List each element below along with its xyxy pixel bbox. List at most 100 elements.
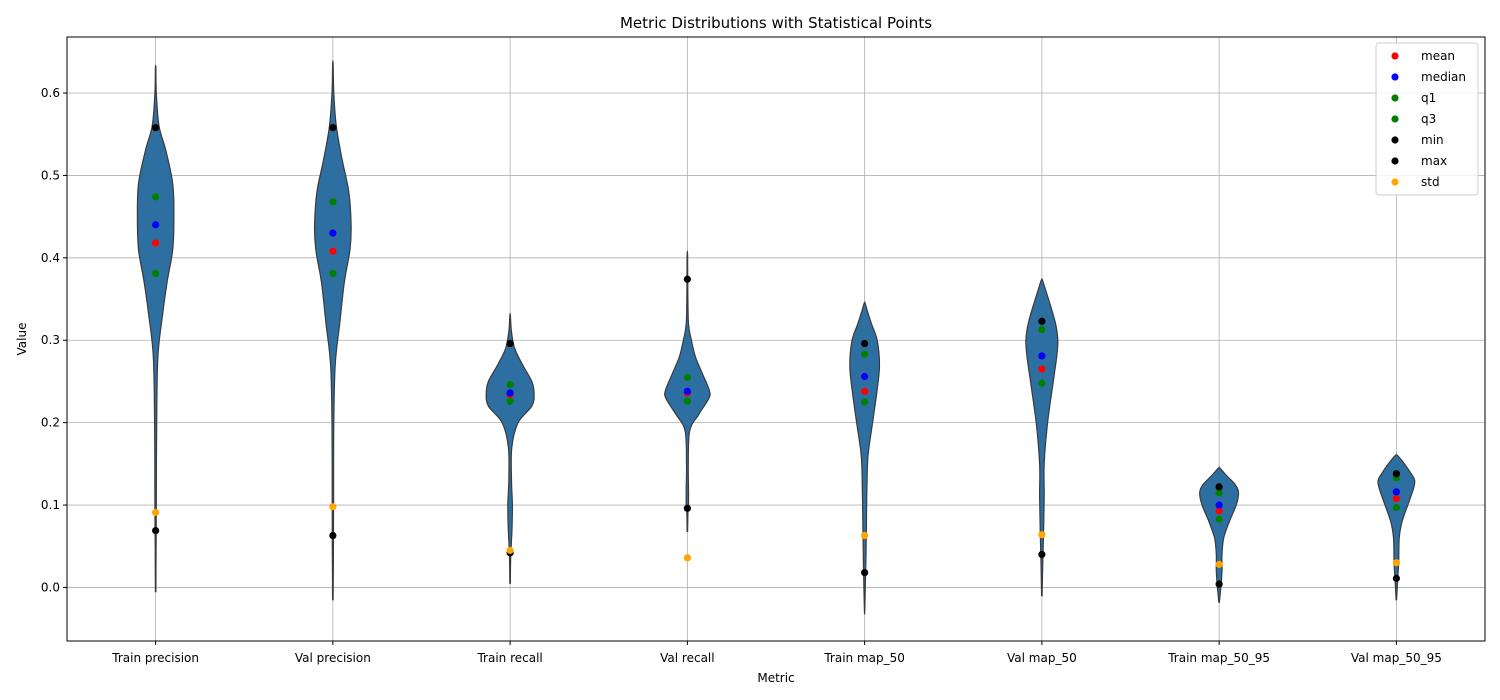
point-median bbox=[329, 229, 337, 237]
point-q3 bbox=[1038, 325, 1046, 334]
y-tick-label: 0.4 bbox=[41, 251, 60, 265]
y-tick-label: 0.2 bbox=[41, 416, 60, 430]
violin-val-map_50_95 bbox=[1377, 453, 1416, 601]
legend-label-q1: q1 bbox=[1421, 91, 1436, 105]
point-max bbox=[1215, 483, 1223, 491]
point-mean bbox=[152, 239, 160, 247]
point-std bbox=[1215, 560, 1223, 568]
x-tick-label: Val map_50_95 bbox=[1351, 651, 1442, 665]
point-median bbox=[506, 389, 514, 397]
point-std bbox=[1038, 531, 1046, 539]
legend-marker-q3 bbox=[1391, 115, 1399, 123]
point-min bbox=[1215, 580, 1223, 588]
legend-label-mean: mean bbox=[1421, 49, 1455, 63]
legend-marker-std bbox=[1391, 178, 1399, 186]
point-q3 bbox=[329, 198, 337, 206]
legend-label-std: std bbox=[1421, 175, 1440, 189]
legend-label-q3: q3 bbox=[1421, 112, 1436, 126]
y-tick-label: 0.6 bbox=[41, 86, 60, 100]
x-axis-label: Metric bbox=[757, 671, 794, 685]
y-tick-label: 0.5 bbox=[41, 168, 60, 182]
x-tick-label: Train precision bbox=[111, 651, 199, 665]
x-axis-ticks: Train precision Val precision Train recall… bbox=[111, 641, 1442, 665]
point-std bbox=[506, 546, 514, 554]
point-mean bbox=[329, 247, 337, 255]
point-median bbox=[152, 221, 160, 229]
x-tick-label: Train recall bbox=[476, 651, 542, 665]
legend-label-min: min bbox=[1421, 133, 1444, 147]
x-tick-label: Val precision bbox=[295, 651, 371, 665]
legend-label-max: max bbox=[1421, 154, 1447, 168]
point-max bbox=[152, 124, 160, 132]
y-tick-label: 0.1 bbox=[41, 498, 60, 512]
point-mean bbox=[861, 387, 869, 395]
legend-marker-median bbox=[1391, 73, 1399, 81]
point-std bbox=[861, 531, 869, 540]
point-min bbox=[1038, 550, 1046, 559]
point-min bbox=[861, 569, 869, 577]
point-q1 bbox=[861, 398, 869, 406]
legend-marker-q1 bbox=[1391, 94, 1399, 102]
x-tick-label: Val map_50 bbox=[1007, 651, 1077, 665]
point-min bbox=[683, 504, 691, 512]
point-q3 bbox=[152, 193, 160, 201]
point-q1 bbox=[683, 397, 691, 405]
grid-lines bbox=[67, 37, 1485, 641]
point-std bbox=[329, 503, 337, 511]
point-mean bbox=[1215, 507, 1223, 515]
plot-frame bbox=[66, 36, 1486, 642]
violin-train-map_50 bbox=[849, 301, 881, 615]
point-min bbox=[329, 531, 337, 540]
point-std bbox=[1392, 559, 1400, 567]
point-max bbox=[506, 339, 514, 348]
point-max bbox=[1038, 317, 1046, 325]
point-q1 bbox=[1215, 515, 1223, 523]
point-median bbox=[683, 387, 691, 395]
point-q3 bbox=[506, 381, 514, 389]
point-q1 bbox=[1392, 503, 1400, 512]
x-tick-label: Val recall bbox=[660, 651, 714, 665]
point-q3 bbox=[861, 350, 869, 358]
legend-marker-max bbox=[1391, 157, 1399, 165]
point-q1 bbox=[1038, 379, 1046, 387]
y-axis-ticks: 0.0 0.1 0.2 0.3 0.4 0.5 0.6 bbox=[41, 86, 67, 594]
violins bbox=[136, 59, 1416, 615]
violin-train-precision bbox=[136, 64, 175, 593]
point-min bbox=[1392, 574, 1400, 582]
legend-marker-min bbox=[1391, 136, 1399, 144]
y-tick-label: 0.0 bbox=[41, 580, 60, 594]
x-tick-label: Train map_50_95 bbox=[1167, 651, 1270, 665]
x-tick-label: Train map_50 bbox=[823, 651, 905, 665]
point-median bbox=[1038, 352, 1046, 360]
point-min bbox=[152, 526, 160, 535]
point-q3 bbox=[683, 373, 691, 381]
point-max bbox=[329, 124, 337, 132]
legend-marker-mean bbox=[1391, 52, 1399, 60]
point-median bbox=[1215, 501, 1223, 509]
point-median bbox=[861, 372, 869, 381]
point-max bbox=[861, 339, 869, 348]
point-q1 bbox=[506, 397, 514, 405]
point-max bbox=[1392, 470, 1400, 478]
point-mean bbox=[1038, 365, 1046, 373]
violin-train-recall bbox=[485, 312, 535, 584]
point-q3 bbox=[1215, 489, 1223, 497]
point-q1 bbox=[152, 269, 160, 278]
y-tick-label: 0.3 bbox=[41, 333, 60, 347]
chart-title: Metric Distributions with Statistical Po… bbox=[620, 14, 932, 32]
point-q1 bbox=[329, 269, 337, 278]
violin-train-map_50_95 bbox=[1199, 466, 1240, 603]
point-mean bbox=[1392, 494, 1400, 503]
legend-box bbox=[1375, 42, 1479, 196]
point-std bbox=[683, 554, 691, 562]
point-std bbox=[152, 508, 160, 517]
violin-val-precision bbox=[313, 59, 352, 601]
stat-points bbox=[152, 124, 1400, 588]
point-median bbox=[1392, 488, 1400, 496]
point-max bbox=[683, 275, 691, 283]
legend: mean median q1 q3 min max std bbox=[1375, 42, 1479, 196]
legend-label-median: median bbox=[1421, 70, 1466, 84]
y-axis-label: Value bbox=[15, 323, 29, 356]
violin-val-map_50 bbox=[1025, 278, 1059, 597]
